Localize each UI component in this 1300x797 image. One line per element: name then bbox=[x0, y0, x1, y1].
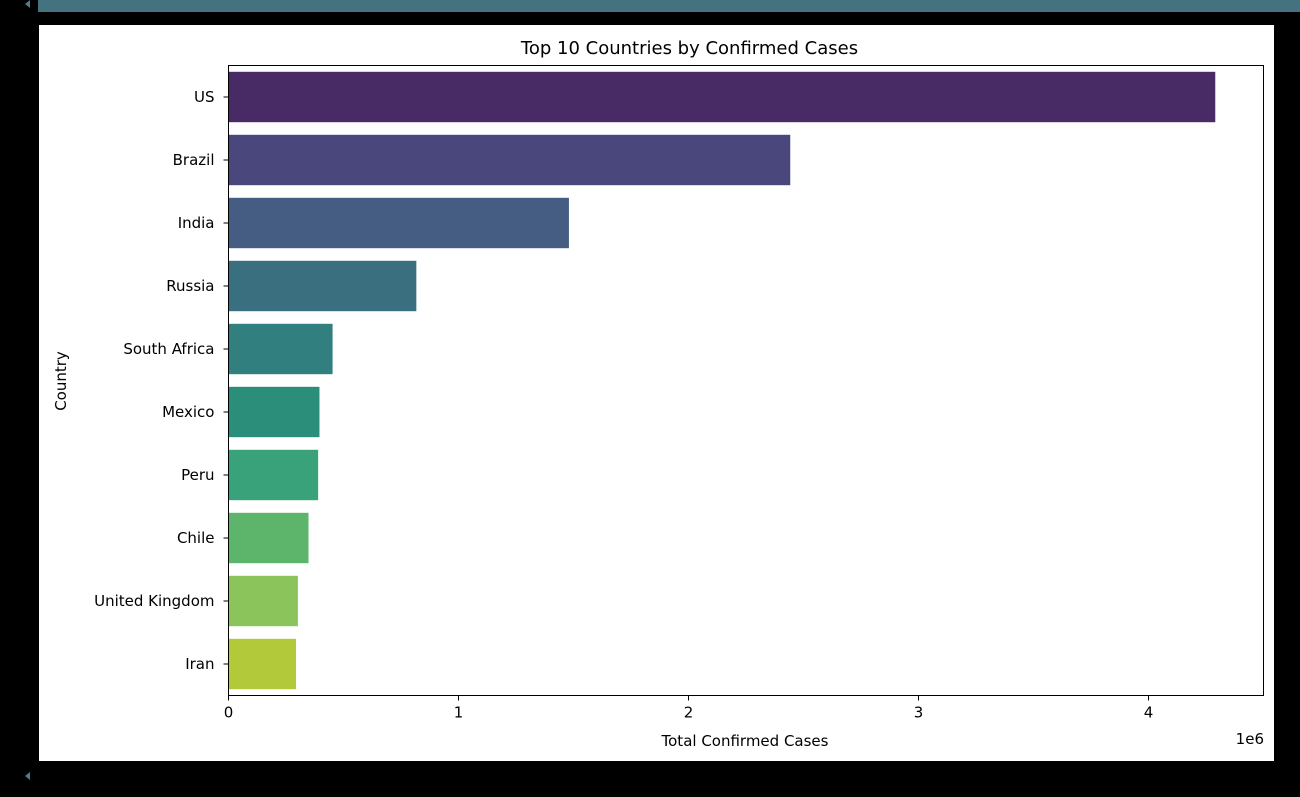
y-tick-label: Chile bbox=[177, 529, 215, 547]
bar-iran bbox=[228, 638, 297, 690]
y-tick-label: Mexico bbox=[162, 403, 214, 421]
y-tick-label: US bbox=[194, 88, 215, 106]
bar-chile bbox=[228, 512, 309, 564]
y-tick-label: India bbox=[178, 214, 215, 232]
bar-chart: Top 10 Countries by Confirmed Cases Coun… bbox=[52, 38, 1264, 750]
x-tick-label: 2 bbox=[684, 704, 694, 722]
x-tick-label: 4 bbox=[1144, 704, 1154, 722]
plot-area-frame bbox=[228, 65, 1264, 696]
triangle-left-icon[interactable] bbox=[25, 0, 30, 8]
x-tick-label: 0 bbox=[224, 704, 234, 722]
bar-united-kingdom bbox=[228, 575, 298, 627]
bar-south-africa bbox=[228, 323, 333, 375]
bar-brazil bbox=[228, 134, 791, 186]
y-tick-label: South Africa bbox=[123, 340, 214, 358]
y-tick-label: Peru bbox=[181, 466, 214, 484]
x-tick-label: 1 bbox=[454, 704, 464, 722]
triangle-left-icon[interactable] bbox=[25, 772, 30, 780]
output-cell-top-bar bbox=[38, 0, 1300, 12]
y-tick-label: Russia bbox=[166, 277, 214, 295]
x-tick-label: 3 bbox=[914, 704, 924, 722]
y-tick-label: Iran bbox=[185, 655, 214, 673]
bar-india bbox=[228, 197, 569, 249]
bar-mexico bbox=[228, 386, 320, 438]
chart-title: Top 10 Countries by Confirmed Cases bbox=[520, 38, 858, 59]
bar-us bbox=[228, 71, 1216, 123]
bar-peru bbox=[228, 449, 319, 501]
x-axis-offset-text: 1e6 bbox=[1236, 730, 1264, 748]
y-tick-label: Brazil bbox=[173, 151, 215, 169]
x-axis-label: Total Confirmed Cases bbox=[661, 732, 829, 750]
bar-russia bbox=[228, 260, 417, 312]
y-axis-label: Country bbox=[52, 351, 70, 411]
chart-figure: Top 10 Countries by Confirmed Cases Coun… bbox=[39, 25, 1274, 761]
y-tick-label: United Kingdom bbox=[94, 592, 214, 610]
